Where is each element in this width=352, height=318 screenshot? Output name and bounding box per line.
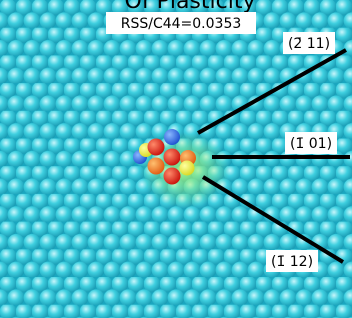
atom xyxy=(164,149,181,166)
atom xyxy=(148,139,165,156)
atom xyxy=(180,161,195,176)
direction-label: (1̄ 12) xyxy=(271,254,313,270)
atom xyxy=(148,158,165,175)
direction-label: (2̄ 11) xyxy=(288,36,330,52)
direction-label: (1̄ 01) xyxy=(290,136,332,152)
simulation-image: Of Plasticity RSS/C44=0.0353 (2̄ 11) (1̄… xyxy=(0,0,352,318)
title: Of Plasticity xyxy=(125,0,256,14)
atom xyxy=(164,129,180,145)
stress-label: RSS/C44=0.0353 xyxy=(121,16,242,32)
atom xyxy=(164,168,181,185)
page: Of Plasticity RSS/C44=0.0353 (2̄ 11) (1̄… xyxy=(0,0,352,318)
